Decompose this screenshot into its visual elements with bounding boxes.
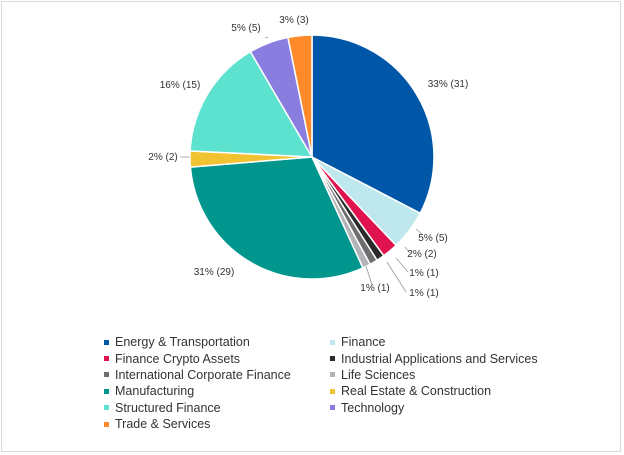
legend-label: Industrial Applications and Services — [341, 351, 538, 366]
legend-label: Finance Crypto Assets — [115, 351, 241, 366]
legend-item: Energy & Transportation — [104, 334, 330, 350]
leader-line — [386, 261, 407, 293]
legend: Energy & Transportation Finance Finance Cr… — [104, 334, 574, 432]
legend-item: Structured Finance — [104, 400, 330, 416]
legend-item: International Corporate Finance — [104, 367, 330, 383]
legend-swatch — [104, 356, 109, 362]
legend-label: Manufacturing — [115, 384, 195, 399]
leader-line — [365, 265, 373, 286]
leader-line — [264, 36, 269, 39]
pie-slice-trade-services[interactable] — [287, 34, 313, 158]
leader-lines — [180, 36, 423, 293]
leader-line — [395, 257, 409, 273]
legend-item: Life Sciences — [330, 367, 570, 383]
legend-label: Energy & Transportation — [115, 335, 250, 350]
legend-item: Real Estate & Construction — [330, 383, 570, 399]
slice-data-label: 2% (2) — [148, 152, 177, 163]
legend-swatch — [330, 388, 335, 394]
legend-swatch — [330, 339, 335, 345]
leader-line — [404, 246, 411, 254]
legend-swatch — [330, 356, 335, 362]
legend-label: International Corporate Finance — [115, 367, 291, 382]
legend-label: Life Sciences — [341, 367, 416, 382]
legend-item: Trade & Services — [104, 416, 330, 432]
slice-data-label: 31% (29) — [194, 267, 235, 278]
legend-label: Technology — [341, 400, 405, 415]
legend-item: Industrial Applications and Services — [330, 350, 570, 366]
slice-data-label: 2% (2) — [407, 249, 436, 260]
pie-slice-energy-transportation[interactable] — [311, 34, 435, 215]
legend-item: Manufacturing — [104, 383, 330, 399]
legend-swatch — [104, 421, 109, 427]
pie-slice-structured-finance[interactable] — [189, 50, 314, 158]
pie-slices — [189, 34, 435, 280]
slice-data-label: 1% (1) — [360, 283, 389, 294]
legend-swatch — [104, 405, 109, 411]
slice-data-label: 3% (3) — [279, 15, 308, 26]
legend-label: Finance — [341, 335, 386, 350]
legend-swatch — [104, 388, 109, 394]
legend-swatch — [104, 339, 109, 345]
legend-swatch — [104, 372, 109, 378]
slice-data-label: 1% (1) — [409, 268, 438, 279]
legend-swatch — [330, 405, 335, 411]
leader-line — [415, 228, 423, 235]
slice-data-label: 33% (31) — [428, 79, 469, 90]
legend-swatch — [330, 372, 335, 378]
legend-label: Structured Finance — [115, 400, 221, 415]
pie-chart: 33% (31) 5% (5) 2% (2) 1% (1) 1% (1) 1% (1) 31… — [148, 15, 468, 299]
slice-labels: 33% (31) 5% (5) 2% (2) 1% (1) 1% (1) 1% (1) 31… — [148, 15, 468, 299]
legend-label: Trade & Services — [115, 417, 211, 432]
slice-data-label: 5% (5) — [231, 23, 260, 34]
legend-item: Technology — [330, 400, 570, 416]
legend-item: Finance — [330, 334, 570, 350]
legend-label: Real Estate & Construction — [341, 384, 492, 399]
pie-slice-manufacturing[interactable] — [189, 156, 364, 280]
slice-data-label: 1% (1) — [409, 288, 438, 299]
slice-data-label: 16% (15) — [160, 80, 201, 91]
legend-item: Finance Crypto Assets — [104, 350, 330, 366]
slice-data-label: 5% (5) — [418, 233, 447, 244]
